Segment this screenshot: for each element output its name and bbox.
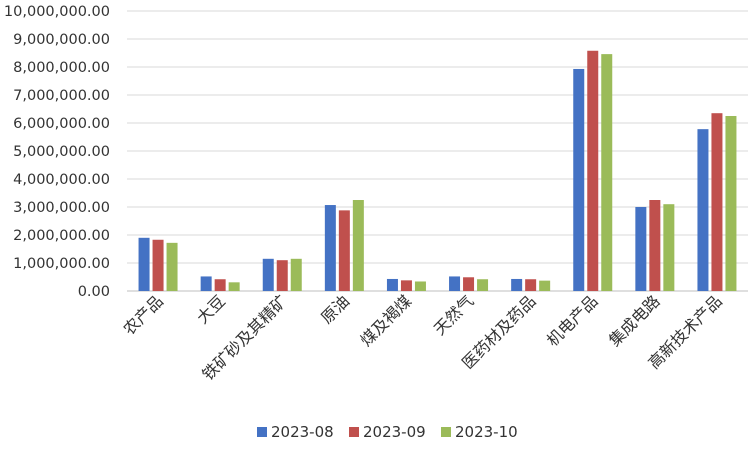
bar <box>463 277 475 291</box>
y-tick-label: 9,000,000.00 <box>13 32 110 48</box>
bar <box>525 279 537 291</box>
legend-label: 2023-10 <box>455 423 518 441</box>
bar <box>511 278 523 291</box>
bar <box>635 207 647 291</box>
bar <box>649 200 661 291</box>
x-tick-label: 集成电路 <box>605 291 664 350</box>
bar <box>228 282 240 291</box>
bar <box>324 205 336 291</box>
legend-label: 2023-09 <box>363 423 426 441</box>
y-tick-label: 1,000,000.00 <box>13 256 110 272</box>
legend-swatch <box>441 427 451 437</box>
y-tick-label: 6,000,000.00 <box>13 116 110 132</box>
bar <box>166 242 178 291</box>
bar <box>214 279 226 291</box>
bar <box>290 258 302 291</box>
y-tick-label: 5,000,000.00 <box>13 144 110 160</box>
bar <box>711 113 723 291</box>
y-tick-label: 3,000,000.00 <box>13 200 110 216</box>
x-tick-label: 农产品 <box>119 291 166 338</box>
y-tick-label: 2,000,000.00 <box>13 228 110 244</box>
bar <box>697 129 709 291</box>
bar <box>573 68 585 292</box>
bar <box>200 276 212 291</box>
x-tick-label: 原油 <box>317 291 353 327</box>
y-tick-label: 0.00 <box>78 284 110 300</box>
legend: 2023-08 2023-09 2023-10 <box>257 423 518 441</box>
gridlines <box>127 10 748 292</box>
x-tick-label: 机电产品 <box>543 291 602 350</box>
y-axis-ticks: 0.00 1,000,000.00 2,000,000.00 3,000,000.00… <box>4 4 110 300</box>
bars <box>138 50 737 292</box>
bar <box>663 204 675 291</box>
y-tick-label: 8,000,000.00 <box>13 60 110 76</box>
bar <box>539 280 551 291</box>
legend-swatch <box>257 427 267 437</box>
bar <box>386 278 398 291</box>
bar <box>338 210 350 291</box>
bar <box>725 116 737 291</box>
y-tick-label: 10,000,000.00 <box>4 4 110 20</box>
bar <box>477 279 489 291</box>
bar <box>601 54 613 292</box>
bar <box>138 237 150 291</box>
bar <box>152 239 164 291</box>
bar <box>400 280 412 291</box>
bar <box>276 260 288 291</box>
bar <box>449 276 461 291</box>
bar <box>262 258 274 291</box>
legend-label: 2023-08 <box>271 423 334 441</box>
y-tick-label: 7,000,000.00 <box>13 88 110 104</box>
bar <box>587 50 599 292</box>
legend-swatch <box>349 427 359 437</box>
bar <box>352 200 364 291</box>
x-tick-label: 天然气 <box>430 291 477 338</box>
x-tick-label: 大豆 <box>193 291 229 327</box>
bar <box>414 281 426 291</box>
x-tick-label: 煤及褐煤 <box>357 291 416 350</box>
y-tick-label: 4,000,000.00 <box>13 172 110 188</box>
